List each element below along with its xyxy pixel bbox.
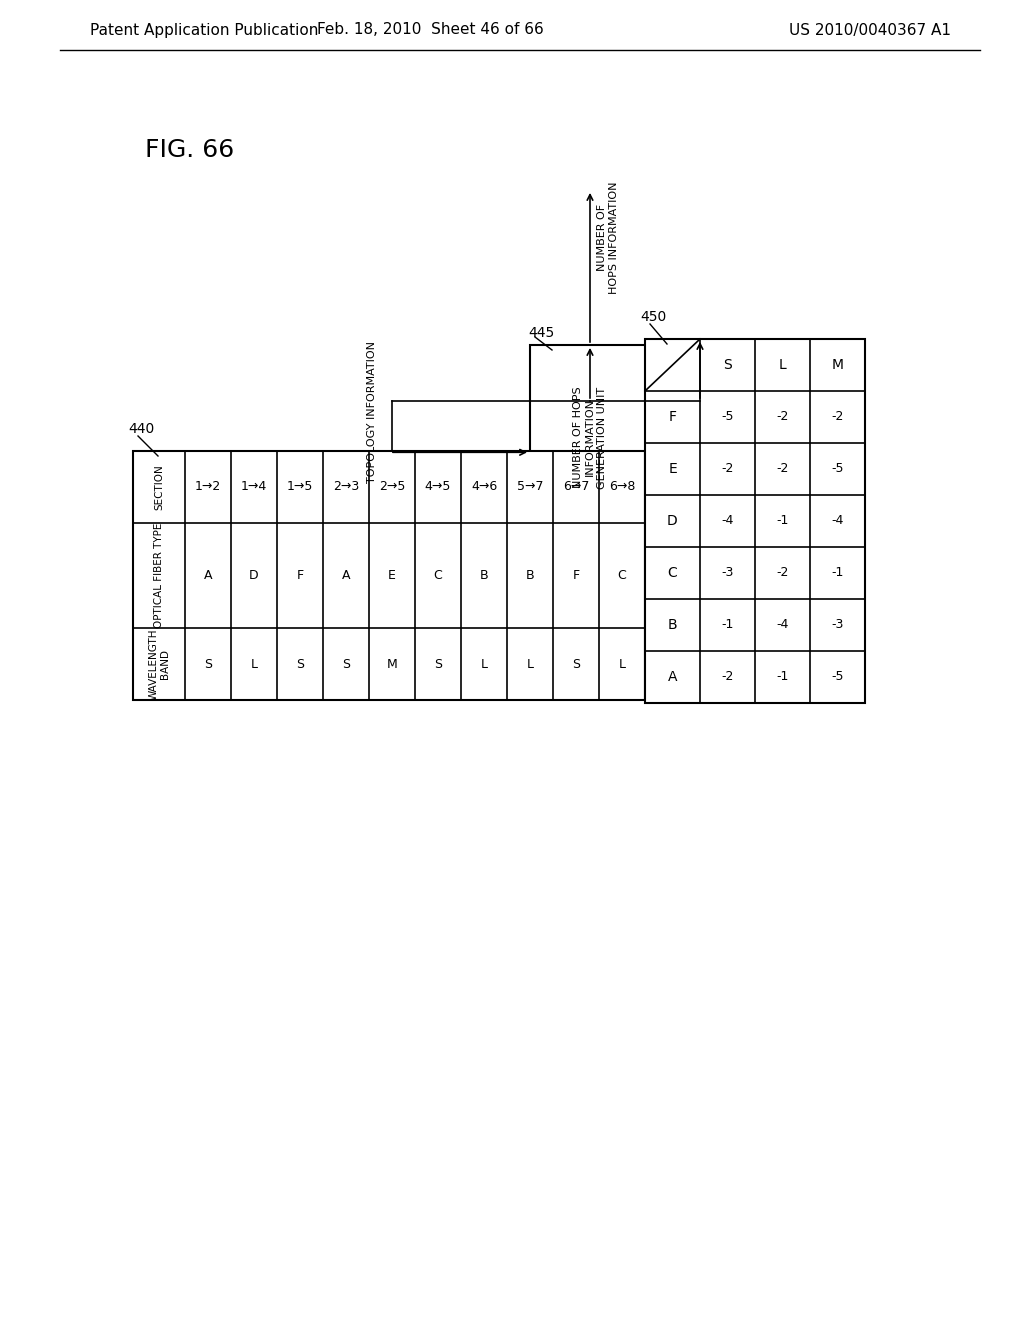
Text: -3: -3	[721, 566, 733, 579]
Text: SECTION: SECTION	[154, 465, 164, 510]
Text: S: S	[342, 657, 350, 671]
Text: D: D	[249, 569, 259, 582]
Text: 4→6: 4→6	[471, 480, 497, 494]
Text: B: B	[525, 569, 535, 582]
Text: M: M	[387, 657, 397, 671]
Text: -4: -4	[776, 619, 788, 631]
Text: TOPOLOGY INFORMATION: TOPOLOGY INFORMATION	[367, 342, 377, 483]
Text: OPTICAL FIBER TYPE: OPTICAL FIBER TYPE	[154, 523, 164, 628]
Text: -1: -1	[831, 566, 844, 579]
Text: L: L	[251, 657, 257, 671]
Text: 4→5: 4→5	[425, 480, 452, 494]
Text: -2: -2	[721, 462, 733, 475]
Text: S: S	[572, 657, 580, 671]
Text: L: L	[618, 657, 626, 671]
Text: F: F	[572, 569, 580, 582]
Text: A: A	[204, 569, 212, 582]
Text: -2: -2	[776, 462, 788, 475]
Text: NUMBER OF HOPS
INFORMATION
GENERATION UNIT: NUMBER OF HOPS INFORMATION GENERATION UN…	[573, 387, 606, 488]
Text: -1: -1	[721, 619, 733, 631]
Text: Patent Application Publication: Patent Application Publication	[90, 22, 318, 37]
Text: -5: -5	[831, 462, 844, 475]
Text: L: L	[778, 358, 786, 372]
Text: 6→8: 6→8	[609, 480, 635, 494]
Text: B: B	[668, 618, 677, 632]
Text: S: S	[723, 358, 732, 372]
Text: L: L	[526, 657, 534, 671]
Text: A: A	[668, 671, 677, 684]
Text: M: M	[831, 358, 844, 372]
Bar	[530, 345, 650, 531]
Bar	[133, 451, 645, 700]
Text: -4: -4	[831, 515, 844, 528]
Text: Feb. 18, 2010  Sheet 46 of 66: Feb. 18, 2010 Sheet 46 of 66	[316, 22, 544, 37]
Text: C: C	[617, 569, 627, 582]
Text: -4: -4	[721, 515, 733, 528]
Text: 1→5: 1→5	[287, 480, 313, 494]
Text: 445: 445	[528, 326, 554, 341]
Text: 2→3: 2→3	[333, 480, 359, 494]
Text: 450: 450	[640, 310, 667, 323]
Text: 5→7: 5→7	[517, 480, 544, 494]
Text: 1→2: 1→2	[195, 480, 221, 494]
Text: C: C	[433, 569, 442, 582]
Text: -2: -2	[831, 411, 844, 424]
Text: 2→5: 2→5	[379, 480, 406, 494]
Text: A: A	[342, 569, 350, 582]
Text: F: F	[669, 411, 677, 424]
Text: -1: -1	[776, 671, 788, 684]
Text: B: B	[479, 569, 488, 582]
Text: US 2010/0040367 A1: US 2010/0040367 A1	[790, 22, 951, 37]
Text: 1→4: 1→4	[241, 480, 267, 494]
Text: -5: -5	[721, 411, 734, 424]
Text: FIG. 66: FIG. 66	[145, 139, 234, 162]
Text: S: S	[434, 657, 442, 671]
Text: -5: -5	[831, 671, 844, 684]
Text: S: S	[204, 657, 212, 671]
Text: S: S	[296, 657, 304, 671]
Text: -2: -2	[776, 411, 788, 424]
Text: -1: -1	[776, 515, 788, 528]
Text: NUMBER OF
HOPS INFORMATION: NUMBER OF HOPS INFORMATION	[597, 181, 618, 294]
Text: C: C	[668, 566, 677, 579]
Text: L: L	[480, 657, 487, 671]
Text: -2: -2	[776, 566, 788, 579]
Text: D: D	[667, 513, 678, 528]
Text: WAVELENGTH
BAND: WAVELENGTH BAND	[148, 628, 170, 700]
Text: 6→7: 6→7	[563, 480, 589, 494]
Text: F: F	[296, 569, 303, 582]
Text: E: E	[388, 569, 396, 582]
Text: 440: 440	[128, 422, 155, 436]
Text: -2: -2	[721, 671, 733, 684]
Text: E: E	[668, 462, 677, 477]
Text: -3: -3	[831, 619, 844, 631]
Bar	[645, 339, 865, 704]
